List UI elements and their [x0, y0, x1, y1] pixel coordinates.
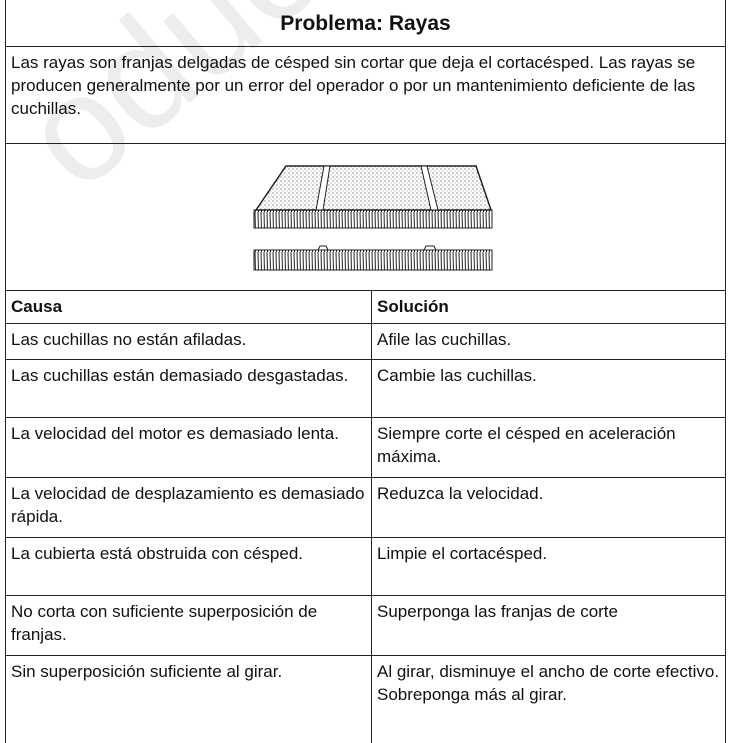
problem-table: Problema: Rayas Las rayas son franjas de… [4, 0, 727, 743]
table-row: Las cuchillas están demasiado desgastada… [5, 359, 727, 418]
table-cell: La velocidad del motor es demasiado lent… [5, 417, 372, 478]
table-cell: La velocidad de desplazamiento es demasi… [5, 477, 372, 538]
header-cell: Causa [5, 290, 372, 324]
table-cell: La cubierta está obstruida con césped. [5, 537, 372, 596]
title: Problema: Rayas [4, 0, 727, 47]
table-cell: No corta con suficiente superposición de… [5, 595, 372, 656]
table-cell: Superponga las franjas de corte [370, 595, 727, 656]
table-row: No corta con suficiente superposición de… [5, 595, 727, 656]
table-row: La velocidad del motor es demasiado lent… [5, 417, 727, 478]
grass-illustration [253, 164, 492, 270]
table-cell: Afile las cuchillas. [370, 323, 727, 360]
description: Las rayas son franjas delgadas de césped… [4, 46, 727, 144]
header-cell: Solución [370, 290, 727, 324]
table-cell: Siempre corte el césped en aceleración m… [370, 417, 727, 478]
table-row: Sin superposición suficiente al girar. Al… [5, 655, 727, 743]
table-cell: Al girar, disminuye el ancho de corte ef… [370, 655, 727, 743]
illustration-cell [4, 143, 727, 291]
table-cell: Las cuchillas están demasiado desgastada… [5, 359, 372, 418]
table-cell: Cambie las cuchillas. [370, 359, 727, 418]
table-row: La velocidad de desplazamiento es demasi… [5, 477, 727, 538]
table-cell: Sin superposición suficiente al girar. [5, 655, 372, 743]
table-row: Las cuchillas no están afiladas. Afile la… [5, 323, 727, 360]
table-cell: Reduzca la velocidad. [370, 477, 727, 538]
table-cell: Limpie el cortacésped. [370, 537, 727, 596]
table-cell: Las cuchillas no están afiladas. [5, 323, 372, 360]
table-row: La cubierta está obstruida con césped. Li… [5, 537, 727, 596]
